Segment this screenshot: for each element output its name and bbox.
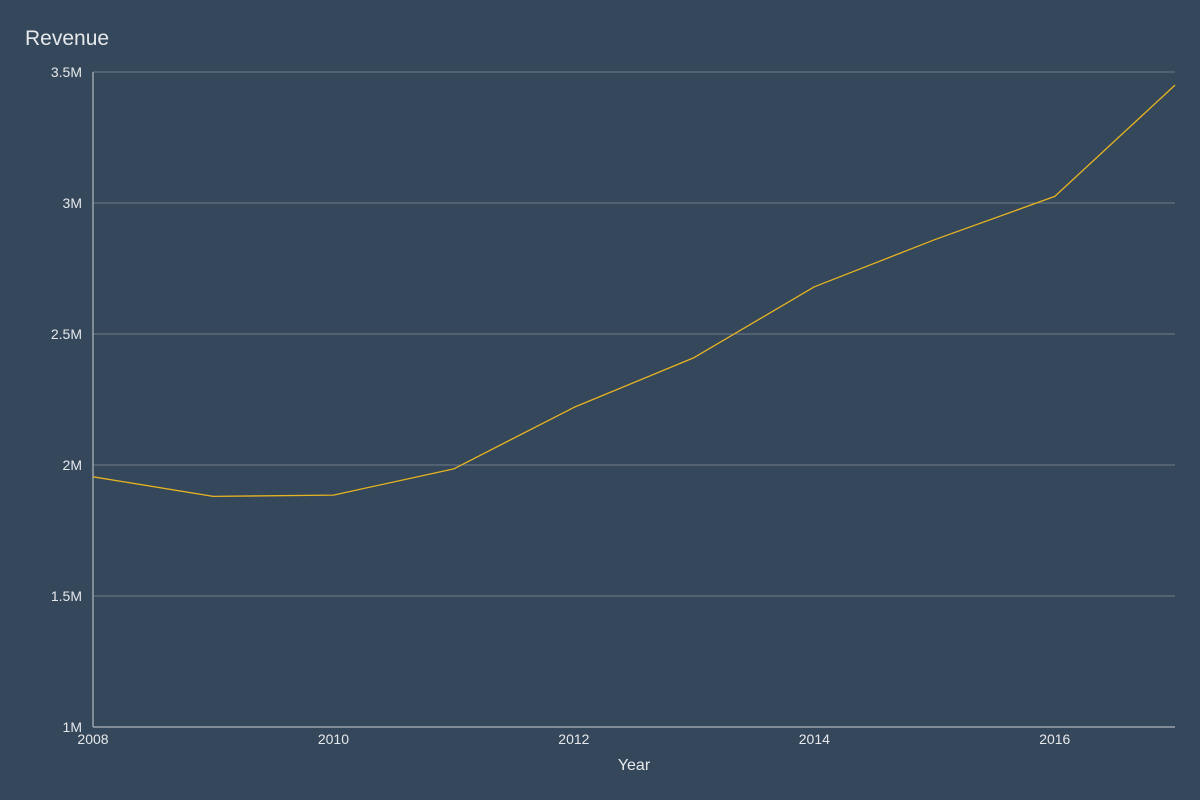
x-tick-label: 2010 xyxy=(318,731,349,747)
y-tick-label: 1M xyxy=(63,719,82,735)
axes xyxy=(92,72,1175,728)
series-line xyxy=(92,84,1176,498)
x-axis-title: Year xyxy=(618,757,651,774)
chart-title: Revenue xyxy=(25,27,110,50)
x-tick-label: 2012 xyxy=(558,731,589,747)
y-tick-label: 3M xyxy=(63,195,82,211)
y-tick-label: 3.5M xyxy=(51,64,82,80)
x-tick-label: 2014 xyxy=(799,731,830,747)
grid-lines xyxy=(93,71,1175,597)
x-tick-label: 2016 xyxy=(1039,731,1070,747)
series-lines xyxy=(92,84,1176,498)
y-tick-label: 1.5M xyxy=(51,588,82,604)
y-tick-label: 2M xyxy=(63,457,82,473)
x-tick-label: 2008 xyxy=(77,731,108,747)
tick-labels: 1M 1.5M 2M 2.5M 3M 3.5M 2008 2010 2012 2014 2016 xyxy=(51,64,1071,747)
y-tick-label: 2.5M xyxy=(51,326,82,342)
